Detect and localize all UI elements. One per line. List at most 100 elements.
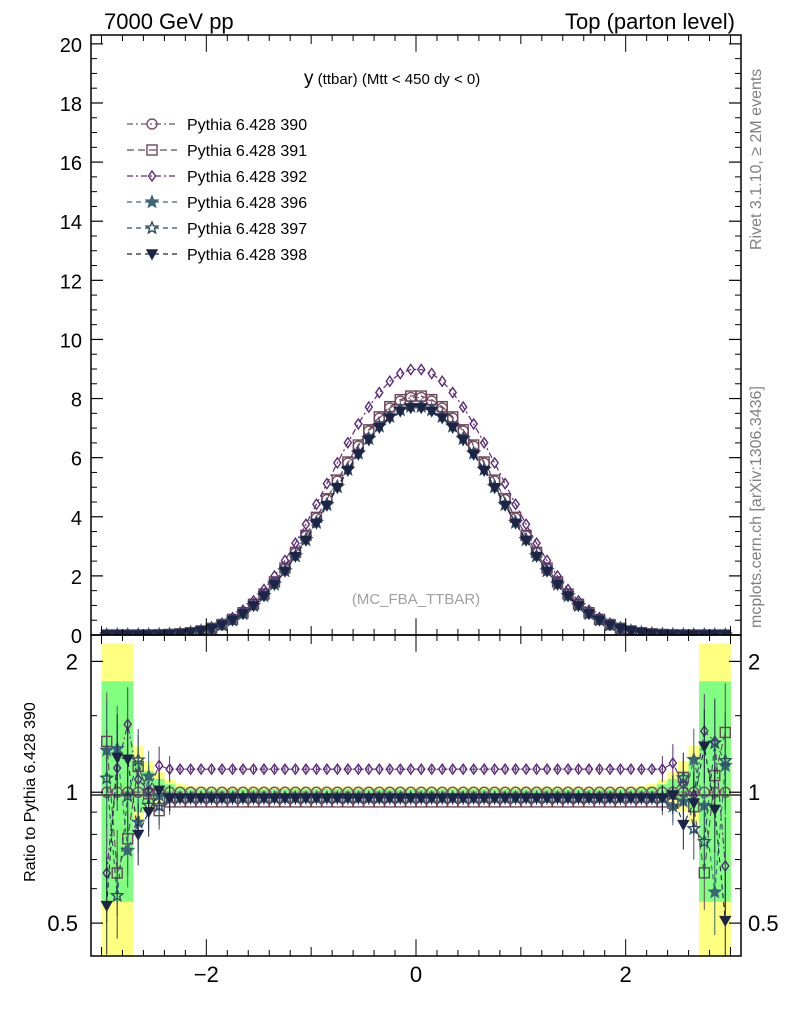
data-point [500, 477, 510, 490]
ratio-point [278, 793, 292, 805]
ratio-point [343, 762, 353, 776]
ratio-point [215, 793, 229, 805]
data-point [331, 483, 344, 495]
data-point [519, 535, 533, 547]
data-point [343, 436, 353, 449]
ratio-point [572, 793, 585, 805]
data-point [385, 375, 395, 388]
data-point [677, 630, 690, 635]
data-point [373, 422, 386, 435]
ratio-point [458, 762, 468, 776]
ratio-y-tick-label: 2 [66, 649, 78, 674]
ratio-point [120, 788, 136, 803]
process-label: Top (parton level) [565, 9, 735, 34]
data-point [301, 518, 311, 531]
ratio-point [658, 762, 667, 776]
plot-title: y (ttbar) (Mtt < 450 dy < 0) [304, 68, 480, 89]
ratio-point [301, 762, 311, 776]
legend-label: Pythia 6.428 396 [187, 195, 307, 212]
ratio-point [511, 762, 520, 776]
ratio-point [207, 762, 216, 776]
ratio-point [99, 770, 115, 785]
main-y-tick-label: 0 [71, 626, 82, 648]
data-point [498, 500, 512, 512]
data-point [257, 591, 271, 603]
data-point [299, 535, 313, 547]
ratio-line [106, 724, 726, 874]
data-point [490, 456, 499, 470]
data-point [603, 620, 617, 632]
legend-label: Pythia 6.428 397 [187, 221, 307, 238]
main-y-tick-label: 20 [60, 35, 82, 57]
data-point [698, 630, 711, 635]
data-point [226, 615, 239, 627]
ratio-point [593, 793, 606, 805]
ratio-series-397 [99, 699, 733, 939]
ratio-point [668, 756, 678, 770]
data-point [666, 630, 680, 635]
ratio-point [708, 804, 721, 816]
data-point [469, 417, 479, 431]
legend-label: Pythia 6.428 390 [187, 117, 307, 134]
data-point [416, 363, 426, 376]
ratio-point [100, 900, 113, 912]
ratio-point [404, 793, 417, 805]
ratio-point [521, 762, 531, 776]
ratio-point [553, 762, 562, 776]
legend-entry-398: Pythia 6.428 398 [127, 247, 307, 264]
ratio-point [194, 793, 208, 805]
ratio-point [226, 793, 239, 805]
data-point [479, 436, 489, 449]
data-point [310, 518, 323, 530]
energy-label: 7000 GeV pp [104, 9, 234, 34]
main-y-tick-label: 2 [71, 567, 82, 589]
ratio-point [626, 762, 636, 776]
legend-marker [147, 169, 157, 183]
ratio-point [141, 768, 157, 783]
data-point [352, 449, 365, 461]
data-point [687, 630, 701, 635]
data-point [467, 449, 480, 461]
main-y-tick-label: 10 [60, 330, 82, 352]
data-point [194, 626, 208, 635]
ratio-point [616, 762, 625, 776]
ratio-point [717, 752, 733, 768]
ratio-y-tick-label-right: 1 [748, 780, 760, 805]
ratio-point [111, 752, 124, 764]
data-point [247, 601, 260, 613]
ratio-point [415, 793, 428, 805]
legend-entry-397: Pythia 6.428 397 [127, 220, 307, 238]
ratio-point [656, 793, 669, 805]
ratio-point [696, 833, 712, 849]
ratio-point [196, 762, 206, 776]
ratio-point [574, 762, 583, 776]
x-tick-label: −2 [194, 962, 219, 987]
main-y-tick-label: 8 [71, 390, 82, 412]
ratio-point [291, 762, 300, 776]
ratio-point [228, 762, 237, 776]
ratio-point [362, 793, 376, 805]
ratio-point [675, 770, 691, 785]
x-tick-label: 0 [410, 962, 422, 987]
legend-entry-392: Pythia 6.428 392 [127, 169, 307, 186]
legend-label: Pythia 6.428 398 [187, 247, 307, 264]
data-point [395, 367, 405, 380]
main-y-tick-label: 6 [71, 449, 82, 471]
ratio-point [268, 793, 281, 805]
ratio-point [217, 762, 227, 776]
data-point [205, 623, 218, 635]
ratio-point [456, 793, 470, 805]
ratio-point [320, 793, 334, 805]
data-point [142, 630, 155, 635]
data-point [131, 630, 145, 635]
ratio-point [333, 762, 342, 776]
data-point [614, 623, 627, 635]
legend-entry-396: Pythia 6.428 396 [127, 194, 307, 212]
ratio-point [257, 793, 271, 805]
ratio-point [469, 762, 479, 776]
data-point [521, 518, 531, 531]
ratio-point [477, 793, 491, 805]
data-point [121, 630, 134, 635]
ratio-point [603, 793, 617, 805]
